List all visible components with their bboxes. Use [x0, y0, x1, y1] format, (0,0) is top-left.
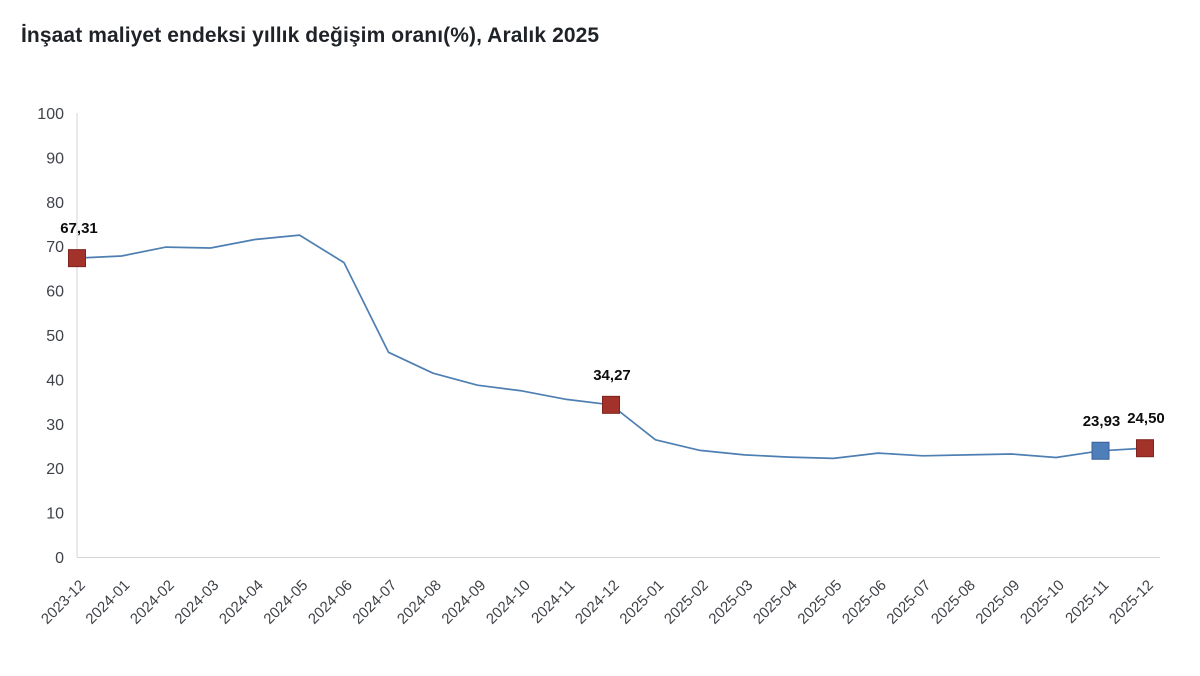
x-axis-tick-label: 2025-02	[661, 577, 712, 628]
data-point-label: 67,31	[60, 220, 98, 237]
y-axis-tick-label: 20	[46, 461, 64, 478]
x-axis-tick-label: 2025-01	[616, 577, 667, 628]
y-axis-tick-label: 70	[46, 239, 64, 256]
x-axis-tick-label: 2024-02	[127, 577, 178, 628]
data-point-label: 24,50	[1127, 410, 1165, 427]
x-axis-tick-label: 2025-08	[928, 577, 979, 628]
y-axis-tick-label: 40	[46, 372, 64, 389]
data-point-marker	[602, 395, 620, 414]
x-axis-tick-label: 2024-09	[438, 577, 489, 628]
x-axis-tick-label: 2025-09	[972, 577, 1023, 628]
data-point-marker	[68, 249, 86, 268]
x-axis-tick-label: 2024-11	[528, 577, 578, 627]
x-axis-tick-label: 2024-04	[216, 577, 267, 628]
x-axis-tick-label: 2024-01	[82, 577, 133, 628]
x-axis-tick-label: 2025-05	[794, 577, 845, 628]
x-axis-tick-label: 2025-06	[839, 577, 890, 628]
x-axis-tick-label: 2024-08	[394, 577, 445, 628]
y-axis-tick-label: 10	[46, 506, 64, 523]
data-point-label: 23,93	[1083, 413, 1121, 430]
x-axis-tick-label: 2024-05	[260, 577, 311, 628]
x-axis-tick-label: 2025-12	[1106, 577, 1157, 628]
x-axis-tick-label: 2024-06	[305, 577, 356, 628]
x-axis-tick-label: 2025-07	[883, 577, 934, 628]
y-axis-tick-label: 100	[37, 106, 64, 123]
chart-title: İnşaat maliyet endeksi yıllık değişim or…	[21, 24, 600, 47]
y-axis-tick-label: 30	[46, 417, 64, 434]
y-axis-tick-label: 50	[46, 328, 64, 345]
x-axis-tick-label: 2024-10	[483, 577, 534, 628]
y-axis-tick-label: 60	[46, 284, 64, 301]
y-axis-tick-label: 90	[46, 150, 64, 167]
y-axis-tick-label: 0	[55, 550, 64, 567]
x-axis-tick-label: 2025-04	[750, 577, 801, 628]
x-axis-tick-label: 2024-12	[572, 577, 623, 628]
data-point-marker	[1136, 439, 1154, 458]
data-point-label: 34,27	[593, 367, 631, 384]
data-point-marker	[1091, 441, 1110, 460]
x-axis-tick-label: 2023-12	[38, 577, 89, 628]
x-axis-tick-label: 2025-11	[1062, 577, 1112, 627]
x-axis-tick-label: 2025-10	[1017, 577, 1068, 628]
x-axis-tick-label: 2025-03	[705, 577, 756, 628]
series-line	[76, 234, 1146, 460]
x-axis-tick-label: 2024-07	[349, 577, 400, 628]
y-axis-tick-label: 80	[46, 195, 64, 212]
x-axis-tick-label: 2024-03	[171, 577, 222, 628]
